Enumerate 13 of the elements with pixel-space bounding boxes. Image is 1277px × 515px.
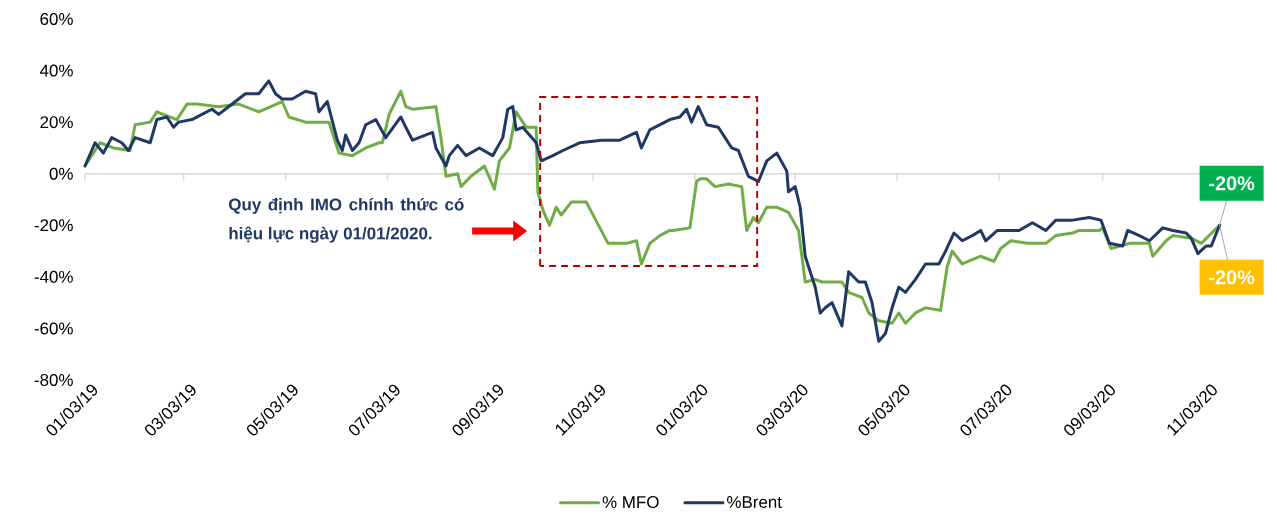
y-tick-label: -60%	[34, 322, 73, 335]
y-tick-label: 20%	[40, 116, 73, 129]
y-tick-label: 40%	[39, 64, 73, 77]
y-tick-label: -20%	[34, 219, 73, 232]
y-tick-label: -80%	[34, 374, 73, 386]
annotation: Quy định IMO chính thức có hiệu lực ngày 01/01/2020.	[228, 197, 464, 243]
legend-label: % MFO	[602, 496, 659, 509]
y-tick-label: 60%	[40, 13, 73, 25]
y-tick-label: 0%	[49, 167, 73, 180]
annotation: -20%	[1209, 176, 1255, 191]
legend-label: %Brent	[727, 496, 782, 509]
y-tick-label: -40%	[34, 270, 73, 283]
annotation: -20%	[1209, 270, 1255, 285]
